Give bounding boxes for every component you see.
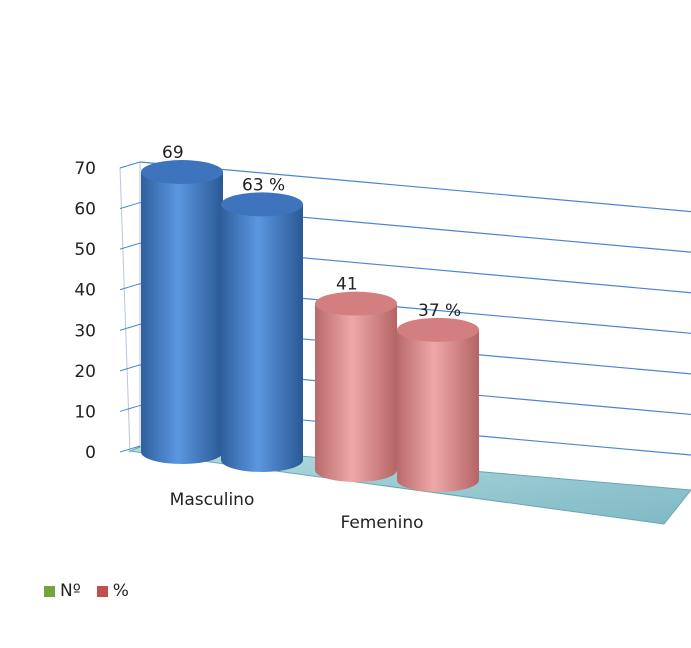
cylinder-body [221,204,303,472]
grid-line-side [119,242,141,250]
category-label: Masculino [170,490,255,510]
bar-masculino-percent [221,192,303,472]
grid-line [139,161,691,213]
category-labels: Masculino Femenino [170,490,424,533]
cylinder-top [315,291,397,316]
data-labels: 69 63 % 41 37 % [162,143,461,321]
legend-item-percent: % [96,581,129,601]
y-tick-label: 60 [74,200,96,220]
bar-masculino-count [141,160,223,464]
legend-swatch-count [44,585,55,597]
grid-line-side [119,323,141,331]
cylinder-top [221,192,303,217]
bars [141,160,479,492]
cylinder-body [397,329,479,492]
data-label: 41 [336,275,358,295]
y-tick-label: 70 [74,159,96,179]
y-tick-label: 50 [74,240,96,260]
bar-femenino-count [315,291,397,482]
cylinder-body [141,172,223,464]
data-label: 63 % [242,175,285,195]
cylinder-top [397,317,479,342]
legend: Nº % [44,581,145,601]
bar-femenino-percent [397,317,479,492]
cylinder-top [141,160,223,185]
y-tick-label: 30 [74,321,96,341]
grid-line-side [119,283,141,291]
category-label: Femenino [341,513,424,533]
legend-swatch-percent [96,585,108,597]
legend-label-percent: % [112,581,129,601]
data-label: 69 [162,143,184,163]
grid-line-side [119,202,141,210]
y-tick-label: 20 [74,362,96,382]
y-tick-label: 10 [74,402,96,422]
legend-label-count: Nº [60,581,81,601]
legend-item-count: Nº [44,581,81,601]
grid-line-side [119,404,141,412]
y-tick-label: 40 [74,281,96,301]
y-tick-label: 0 [85,443,96,463]
grid-line-side [119,445,141,453]
grid-line-side [119,161,141,169]
y-axis-ticks: 0 10 20 30 40 50 60 70 [74,159,96,463]
grid-line-side [119,364,141,372]
cylinder-body [315,303,397,482]
data-label: 37 % [418,301,461,321]
